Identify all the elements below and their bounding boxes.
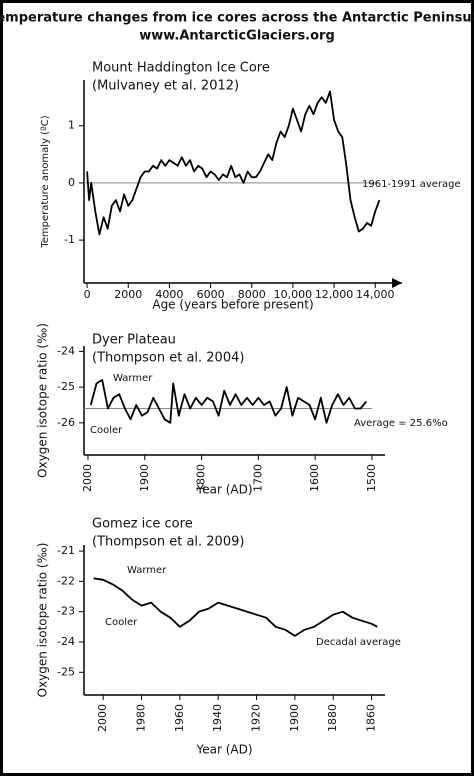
x-tick-label: 8000 xyxy=(238,288,266,301)
x-tick-label: 1960 xyxy=(173,704,186,732)
chart-subtitle: (Thompson et al. 2004) xyxy=(92,351,244,366)
x-axis-label: Age (years before present) xyxy=(152,298,313,312)
x-tick-label: 1920 xyxy=(250,704,263,732)
x-tick-label: 2000 xyxy=(96,704,109,732)
chart-title: Gomez ice core xyxy=(92,517,193,532)
annotation: Cooler xyxy=(105,617,138,628)
x-tick-label: 1600 xyxy=(308,464,321,492)
x-tick-label: 12,000 xyxy=(315,288,354,301)
x-axis-label: Year (AD) xyxy=(195,743,252,757)
y-tick-label: -25 xyxy=(57,665,75,678)
data-line xyxy=(86,90,381,236)
chart-title: Mount Haddington Ice Core xyxy=(92,61,270,76)
y-tick-label: -1 xyxy=(64,233,75,246)
x-tick-label: 2000 xyxy=(81,464,94,492)
chart-subtitle: (Mulvaney et al. 2012) xyxy=(92,79,239,94)
annotation: Warmer xyxy=(113,373,153,384)
x-tick-label: 4000 xyxy=(155,288,183,301)
y-tick-label: -23 xyxy=(57,605,75,618)
y-axis-label: Temperature anomaly (ºC) xyxy=(40,115,51,248)
x-tick-label: 1900 xyxy=(288,704,301,732)
x-axis-label: Year (AD) xyxy=(195,483,252,497)
reference-label: Average = 25.6%o xyxy=(354,418,448,429)
reference-label: 1961-1991 average xyxy=(362,179,461,190)
chart-title: Dyer Plateau xyxy=(92,333,176,348)
x-tick-label: 1900 xyxy=(138,464,151,492)
data-line xyxy=(93,577,378,637)
y-axis-label: Oxygen isotope ratio (‰) xyxy=(36,543,50,698)
y-tick-label: -24 xyxy=(57,635,75,648)
y-tick-label: -25 xyxy=(57,380,75,393)
data-line xyxy=(89,379,368,424)
y-tick-label: 0 xyxy=(68,176,75,189)
x-tick-label: 6000 xyxy=(197,288,225,301)
figure-subtitle: www.AntarcticGlaciers.org xyxy=(139,29,335,44)
y-axis-label: Oxygen isotope ratio (‰) xyxy=(36,323,50,478)
x-tick-label: 14,000 xyxy=(356,288,395,301)
y-tick-label: -21 xyxy=(57,544,75,557)
y-tick-label: -26 xyxy=(57,416,75,429)
chart-subtitle: (Thompson et al. 2009) xyxy=(92,535,244,550)
x-tick-label: 1880 xyxy=(326,704,339,732)
annotation: Decadal average xyxy=(316,637,401,648)
x-tick-label: 1940 xyxy=(211,704,224,732)
y-tick-label: -22 xyxy=(57,574,75,587)
x-tick-label: 1700 xyxy=(251,464,264,492)
x-tick-label: 2000 xyxy=(114,288,142,301)
figure-title: Temperature changes from ice cores acros… xyxy=(0,11,474,26)
x-tick-label: 10,000 xyxy=(274,288,313,301)
x-tick-label: 1800 xyxy=(195,464,208,492)
x-tick-label: 1860 xyxy=(365,704,378,732)
x-tick-label: 1500 xyxy=(365,464,378,492)
y-tick-label: 1 xyxy=(68,119,75,132)
annotation: Warmer xyxy=(127,565,167,576)
x-tick-label: 0 xyxy=(84,288,91,301)
x-tick-label: 1980 xyxy=(135,704,148,732)
y-tick-label: -24 xyxy=(57,344,75,357)
annotation: Cooler xyxy=(90,425,123,436)
